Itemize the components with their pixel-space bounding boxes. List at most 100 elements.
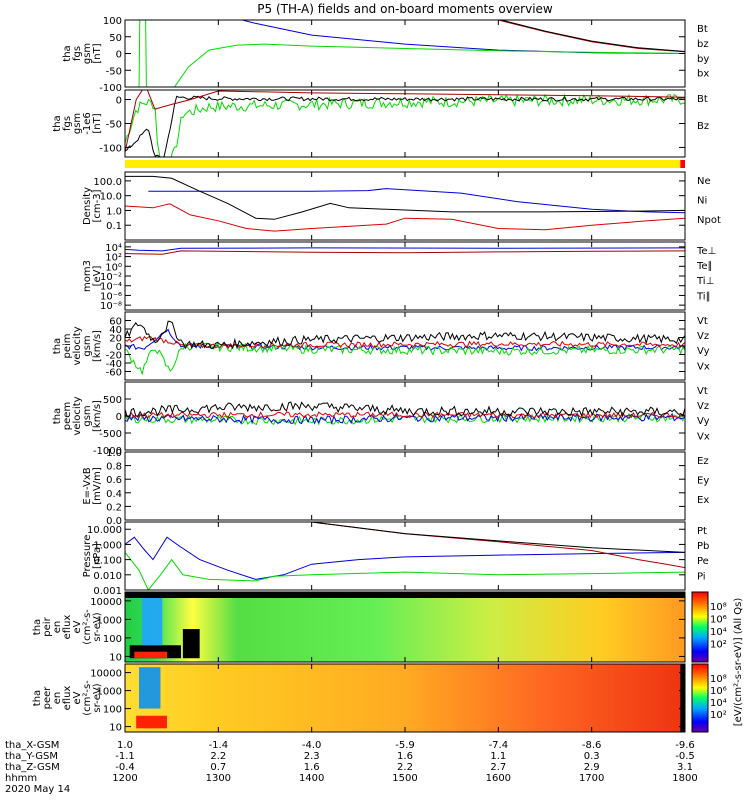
legend-entry: Ez (697, 456, 709, 467)
panel-p2: 0 -50 -100 tha fgs gsm -1e6 [nT] Bt Bz (52, 89, 709, 158)
y-tick-label: 100 (103, 16, 122, 27)
y-tick-label: 10⁻⁴ (100, 282, 122, 293)
x-row-value: 1700 (579, 773, 604, 784)
series-Ti (125, 247, 685, 252)
x-row-value: 1200 (112, 773, 137, 784)
y-tick-label: 1.000 (93, 540, 122, 551)
y-tick-label: 0.1 (106, 221, 122, 232)
x-row-value: -1.1 (115, 751, 135, 762)
mode-bar-segment (125, 160, 681, 168)
legend-entry: Pe (697, 556, 709, 567)
y-axis-label: eV (72, 691, 83, 704)
x-row-value: -8.6 (582, 740, 602, 751)
legend-entry: Bt (697, 24, 708, 35)
y-axis-label: tha (52, 338, 63, 354)
legend-entry: Vy (697, 416, 710, 427)
legend-entry: Vz (697, 331, 709, 342)
panel-p6: 500 0 -500 -1000 tha peem velocity gsm [km/s] Vt V… (52, 381, 710, 457)
y-axis-label: [nT] (92, 43, 103, 63)
y-tick-label: -100 (99, 83, 122, 94)
y-axis-label: peer (42, 686, 53, 710)
x-row-label: tha_X-GSM (5, 740, 59, 751)
legend-entry: Ne (697, 176, 711, 187)
y-tick-label: 0.001 (93, 586, 122, 597)
series-by (138, 20, 685, 87)
legend-entry: Vy (697, 346, 710, 357)
y-axis-label: velocity (72, 396, 83, 435)
y-axis-label: mom3 (82, 260, 93, 292)
series-Vz (125, 411, 685, 419)
low-energy-peak (134, 651, 167, 659)
y-tick-label: 100.0 (93, 177, 122, 188)
y-tick-label: 10⁻⁶ (100, 291, 122, 302)
y-tick-label: -500 (99, 429, 122, 440)
electron-enhancement (139, 667, 161, 709)
y-axis-label: en (52, 621, 63, 634)
y-tick-label: 0.2 (106, 502, 122, 513)
x-row-label: hhmm (5, 773, 37, 784)
plot-area (125, 664, 685, 732)
panel-p3: 100.0 10.0 1.0 0.1 Density [cm-3] Ne Ni Npot (82, 171, 721, 241)
y-axis-label: tha (32, 619, 43, 635)
legend-entry: bx (697, 69, 709, 80)
legend-entry: Pb (697, 541, 709, 552)
y-tick-label: -50 (106, 66, 122, 77)
x-row-value: -5.9 (395, 740, 415, 751)
x-row-value: 2.2 (210, 751, 226, 762)
x-row-value: 3.1 (677, 762, 693, 773)
panel-p10: 10000 1000 100 10 tha peer en eflux eV (cm²-s-sr-… (32, 663, 727, 734)
legend-entry: Ex (697, 495, 709, 506)
y-tick-label: 0.100 (93, 556, 122, 567)
series-Pt (311, 522, 685, 553)
legend-entry: Vx (697, 361, 710, 372)
colorbar-tick-label: 10⁶ (710, 615, 727, 626)
legend-entry: bz (697, 39, 709, 50)
legend-entry: Ti∥ (696, 291, 711, 302)
y-axis-label: eflux (62, 686, 73, 711)
series-Pe (125, 552, 685, 590)
plot-area (125, 175, 685, 232)
x-row-value: -1.4 (209, 740, 229, 751)
y-tick-label: 10⁴ (105, 243, 122, 254)
x-row-value: 2.7 (490, 762, 506, 773)
axes-frame (124, 241, 686, 311)
y-axis-label: tha (62, 45, 73, 61)
plot-area (125, 401, 685, 426)
x-row-value: 1500 (392, 773, 417, 784)
y-tick-label: 100 (103, 634, 122, 645)
y-tick-label: 10.000 (87, 525, 122, 536)
y-tick-label: 0.0 (106, 516, 122, 527)
legend-entry: Vz (697, 401, 709, 412)
y-tick-label: 1000 (97, 687, 122, 698)
colorbar-scale (691, 663, 709, 733)
series-Pi (125, 536, 685, 580)
series-bx (240, 20, 685, 54)
x-row-value: 0.7 (210, 762, 226, 773)
y-tick-label: 10² (105, 253, 122, 264)
x-row-value: -9.6 (675, 740, 695, 751)
colorbar-tick-label: 10⁴ (710, 698, 727, 709)
series-bz (496, 20, 685, 53)
y-axis-label: gsm (72, 113, 83, 134)
legend-entry: Vt (697, 316, 708, 327)
y-axis-label: [cm-3] (92, 189, 103, 222)
plot-area (125, 592, 685, 662)
series-Ne (125, 203, 685, 232)
x-row-value: 1.6 (397, 751, 413, 762)
panel-p7: 1.0 0.8 0.6 0.4 0.2 0.0 E=-VxB [mV/m] Ez Ey Ex (82, 448, 709, 527)
y-axis-label: Pressure (82, 535, 93, 578)
x-row-value: -4.0 (302, 740, 322, 751)
y-axis-label: (cm²-s- (82, 680, 93, 716)
mode-bar (125, 160, 685, 168)
series-Bt (499, 20, 685, 52)
y-tick-label: 10000 (90, 669, 122, 680)
series-Te (125, 250, 685, 255)
x-row-value: 2.2 (397, 762, 413, 773)
y-axis-label: tha (52, 115, 63, 131)
no-data-region (182, 629, 200, 659)
